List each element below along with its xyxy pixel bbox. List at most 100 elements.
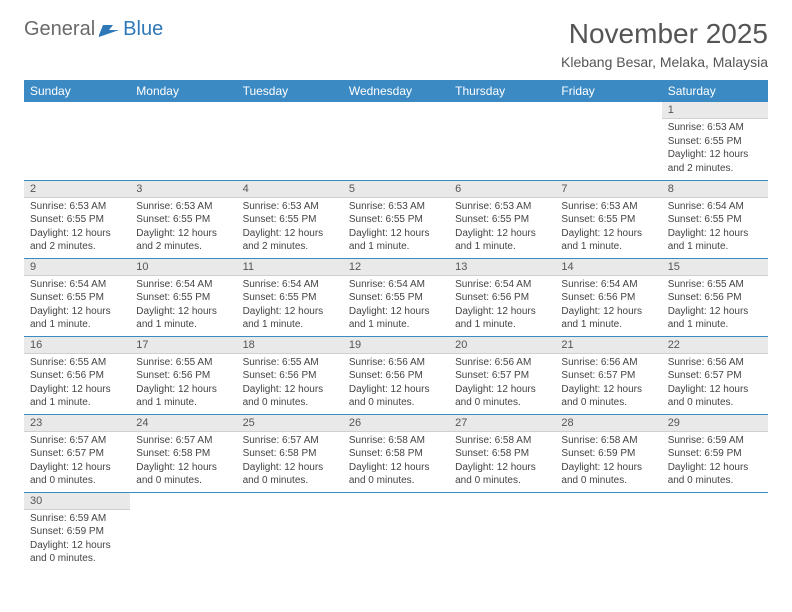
day-info: Sunrise: 6:53 AMSunset: 6:55 PMDaylight:… [343,198,449,258]
day-number: 11 [237,259,343,276]
calendar-table: SundayMondayTuesdayWednesdayThursdayFrid… [24,80,768,570]
day-info: Sunrise: 6:55 AMSunset: 6:56 PMDaylight:… [130,354,236,414]
day-info: Sunrise: 6:57 AMSunset: 6:58 PMDaylight:… [130,432,236,492]
day-info: Sunrise: 6:58 AMSunset: 6:58 PMDaylight:… [449,432,555,492]
calendar-body: 1Sunrise: 6:53 AMSunset: 6:55 PMDaylight… [24,102,768,570]
day-number: 5 [343,181,449,198]
calendar-cell: 5Sunrise: 6:53 AMSunset: 6:55 PMDaylight… [343,180,449,258]
calendar-cell: 11Sunrise: 6:54 AMSunset: 6:55 PMDayligh… [237,258,343,336]
weekday-header: Saturday [662,80,768,102]
calendar-cell: 10Sunrise: 6:54 AMSunset: 6:55 PMDayligh… [130,258,236,336]
day-number: 7 [555,181,661,198]
day-number: 17 [130,337,236,354]
day-info: Sunrise: 6:55 AMSunset: 6:56 PMDaylight:… [662,276,768,336]
day-info: Sunrise: 6:58 AMSunset: 6:59 PMDaylight:… [555,432,661,492]
calendar-cell: 21Sunrise: 6:56 AMSunset: 6:57 PMDayligh… [555,336,661,414]
day-number: 16 [24,337,130,354]
calendar-cell: 9Sunrise: 6:54 AMSunset: 6:55 PMDaylight… [24,258,130,336]
weekday-header: Monday [130,80,236,102]
calendar-cell [343,102,449,180]
day-number: 23 [24,415,130,432]
title-block: November 2025 Klebang Besar, Melaka, Mal… [561,18,768,70]
day-info: Sunrise: 6:57 AMSunset: 6:57 PMDaylight:… [24,432,130,492]
calendar-cell [237,492,343,570]
day-number: 30 [24,493,130,510]
day-number: 1 [662,102,768,119]
calendar-cell: 6Sunrise: 6:53 AMSunset: 6:55 PMDaylight… [449,180,555,258]
weekday-header: Sunday [24,80,130,102]
day-number: 6 [449,181,555,198]
calendar-cell [662,492,768,570]
calendar-cell: 29Sunrise: 6:59 AMSunset: 6:59 PMDayligh… [662,414,768,492]
header: General Blue November 2025 Klebang Besar… [24,18,768,70]
day-info: Sunrise: 6:59 AMSunset: 6:59 PMDaylight:… [24,510,130,570]
calendar-cell: 1Sunrise: 6:53 AMSunset: 6:55 PMDaylight… [662,102,768,180]
day-info: Sunrise: 6:56 AMSunset: 6:57 PMDaylight:… [662,354,768,414]
day-number: 24 [130,415,236,432]
calendar-cell: 8Sunrise: 6:54 AMSunset: 6:55 PMDaylight… [662,180,768,258]
flag-icon [99,22,121,38]
day-number: 2 [24,181,130,198]
day-info: Sunrise: 6:57 AMSunset: 6:58 PMDaylight:… [237,432,343,492]
day-info: Sunrise: 6:53 AMSunset: 6:55 PMDaylight:… [662,119,768,179]
day-info: Sunrise: 6:59 AMSunset: 6:59 PMDaylight:… [662,432,768,492]
calendar-cell: 23Sunrise: 6:57 AMSunset: 6:57 PMDayligh… [24,414,130,492]
day-info: Sunrise: 6:54 AMSunset: 6:55 PMDaylight:… [237,276,343,336]
day-info: Sunrise: 6:54 AMSunset: 6:56 PMDaylight:… [555,276,661,336]
day-info: Sunrise: 6:56 AMSunset: 6:57 PMDaylight:… [555,354,661,414]
day-info: Sunrise: 6:54 AMSunset: 6:55 PMDaylight:… [662,198,768,258]
day-number: 3 [130,181,236,198]
day-info: Sunrise: 6:53 AMSunset: 6:55 PMDaylight:… [130,198,236,258]
day-info: Sunrise: 6:58 AMSunset: 6:58 PMDaylight:… [343,432,449,492]
day-number: 15 [662,259,768,276]
calendar-head: SundayMondayTuesdayWednesdayThursdayFrid… [24,80,768,102]
calendar-cell: 7Sunrise: 6:53 AMSunset: 6:55 PMDaylight… [555,180,661,258]
calendar-cell [237,102,343,180]
day-number: 29 [662,415,768,432]
location-subtitle: Klebang Besar, Melaka, Malaysia [561,54,768,70]
day-number: 13 [449,259,555,276]
day-number: 21 [555,337,661,354]
day-info: Sunrise: 6:56 AMSunset: 6:57 PMDaylight:… [449,354,555,414]
day-number: 20 [449,337,555,354]
page-title: November 2025 [561,18,768,50]
calendar-cell [343,492,449,570]
calendar-cell: 26Sunrise: 6:58 AMSunset: 6:58 PMDayligh… [343,414,449,492]
calendar-cell: 24Sunrise: 6:57 AMSunset: 6:58 PMDayligh… [130,414,236,492]
day-info: Sunrise: 6:54 AMSunset: 6:55 PMDaylight:… [343,276,449,336]
calendar-cell: 22Sunrise: 6:56 AMSunset: 6:57 PMDayligh… [662,336,768,414]
day-info: Sunrise: 6:53 AMSunset: 6:55 PMDaylight:… [237,198,343,258]
calendar-cell: 18Sunrise: 6:55 AMSunset: 6:56 PMDayligh… [237,336,343,414]
weekday-header: Wednesday [343,80,449,102]
day-number: 19 [343,337,449,354]
calendar-cell: 4Sunrise: 6:53 AMSunset: 6:55 PMDaylight… [237,180,343,258]
calendar-cell: 13Sunrise: 6:54 AMSunset: 6:56 PMDayligh… [449,258,555,336]
calendar-cell [555,492,661,570]
calendar-cell [449,102,555,180]
day-number: 25 [237,415,343,432]
calendar-cell: 17Sunrise: 6:55 AMSunset: 6:56 PMDayligh… [130,336,236,414]
day-number: 4 [237,181,343,198]
day-info: Sunrise: 6:56 AMSunset: 6:56 PMDaylight:… [343,354,449,414]
day-number: 10 [130,259,236,276]
day-info: Sunrise: 6:55 AMSunset: 6:56 PMDaylight:… [237,354,343,414]
calendar-cell [555,102,661,180]
logo-text-right: Blue [123,18,163,41]
day-number: 8 [662,181,768,198]
calendar-cell: 25Sunrise: 6:57 AMSunset: 6:58 PMDayligh… [237,414,343,492]
calendar-cell: 12Sunrise: 6:54 AMSunset: 6:55 PMDayligh… [343,258,449,336]
day-number: 26 [343,415,449,432]
calendar-cell [130,102,236,180]
day-info: Sunrise: 6:53 AMSunset: 6:55 PMDaylight:… [24,198,130,258]
calendar-cell [130,492,236,570]
day-number: 22 [662,337,768,354]
calendar-cell: 19Sunrise: 6:56 AMSunset: 6:56 PMDayligh… [343,336,449,414]
logo-text-left: General [24,18,95,41]
day-info: Sunrise: 6:55 AMSunset: 6:56 PMDaylight:… [24,354,130,414]
day-info: Sunrise: 6:53 AMSunset: 6:55 PMDaylight:… [555,198,661,258]
calendar-cell: 15Sunrise: 6:55 AMSunset: 6:56 PMDayligh… [662,258,768,336]
calendar-cell: 3Sunrise: 6:53 AMSunset: 6:55 PMDaylight… [130,180,236,258]
day-info: Sunrise: 6:54 AMSunset: 6:55 PMDaylight:… [130,276,236,336]
calendar-cell [449,492,555,570]
day-number: 9 [24,259,130,276]
